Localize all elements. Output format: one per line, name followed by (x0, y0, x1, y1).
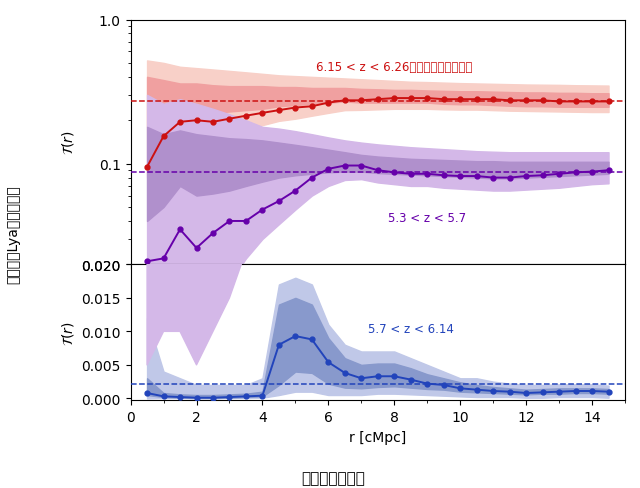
Text: 5.7 < z < 6.14: 5.7 < z < 6.14 (368, 322, 454, 335)
Text: 銀河からの距離: 銀河からの距離 (301, 470, 365, 486)
Y-axis label: $\mathcal{T}(r)$: $\mathcal{T}(r)$ (60, 321, 76, 345)
Text: 5.3 < z < 5.7: 5.3 < z < 5.7 (388, 212, 466, 224)
Text: 平均的なLya光の透過率: 平均的なLya光の透過率 (6, 185, 20, 284)
X-axis label: r [cMpc]: r [cMpc] (349, 430, 406, 444)
Y-axis label: $\mathcal{T}(r)$: $\mathcal{T}(r)$ (60, 130, 76, 155)
Text: 6.15 < z < 6.26（クエーサー近く）: 6.15 < z < 6.26（クエーサー近く） (316, 61, 472, 74)
